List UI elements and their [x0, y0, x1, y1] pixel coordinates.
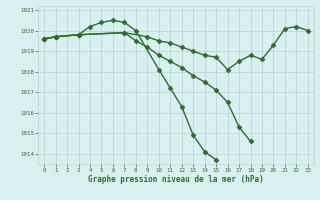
X-axis label: Graphe pression niveau de la mer (hPa): Graphe pression niveau de la mer (hPa)	[88, 175, 264, 184]
